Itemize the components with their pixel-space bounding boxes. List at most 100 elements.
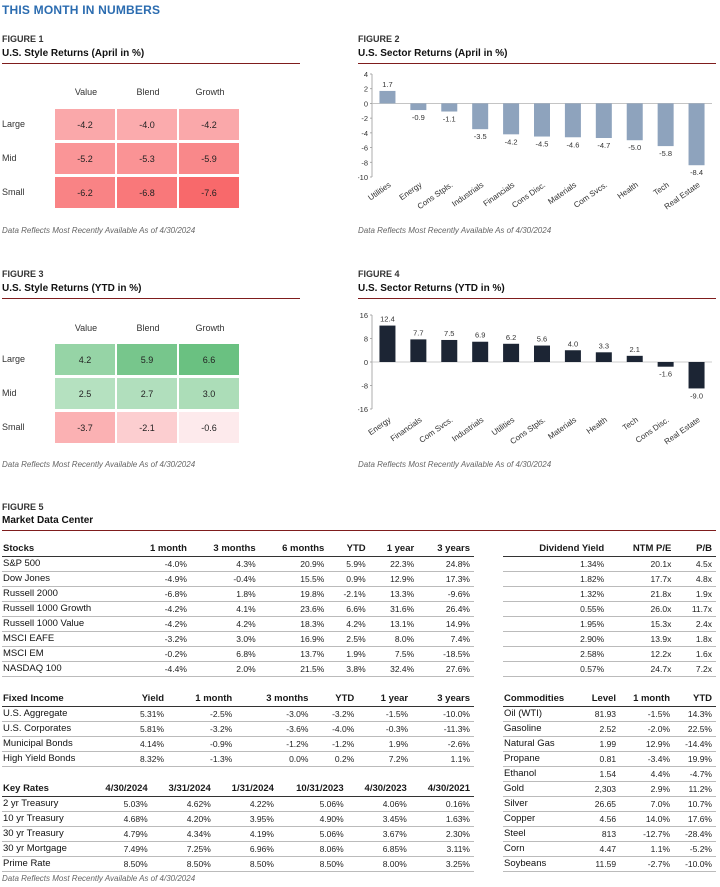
- figure-2-note: Data Reflects Most Recently Available As…: [358, 226, 552, 235]
- table-row: Russell 1000 Growth -4.2% 4.1% 23.6% 6.6% 31.…: [2, 601, 474, 617]
- x-category-label: Health: [616, 180, 640, 201]
- table-cell: 19.9%: [674, 751, 716, 767]
- table-row: 1.32% 21.8x 1.9x: [503, 586, 716, 602]
- bar-value-label: -1.6: [659, 370, 672, 379]
- heatmap-cell: -6.8: [116, 176, 178, 209]
- figure-4-label: FIGURE 4: [358, 269, 400, 279]
- heatmap-cell: -0.6: [178, 411, 240, 444]
- table-cell: 1.9%: [358, 736, 413, 752]
- table-cell: 1.1%: [620, 841, 675, 857]
- table-cell: 1.32%: [503, 586, 609, 602]
- table-cell: 3.95%: [214, 811, 278, 827]
- bar-value-label: 7.5: [444, 329, 454, 338]
- table-cell: 2 yr Treasury: [2, 796, 89, 812]
- bar: [688, 362, 705, 389]
- column-header: 1 year: [369, 542, 419, 557]
- table-cell: 0.0%: [236, 751, 313, 767]
- y-tick-label: -8: [361, 158, 368, 167]
- figure-2-label: FIGURE 2: [358, 34, 400, 44]
- heatmap-row-label: Small: [2, 187, 25, 197]
- table-cell: -4.7%: [674, 766, 716, 782]
- table-row: Copper 4.56 14.0% 17.6%: [503, 811, 716, 827]
- figure-1-note: Data Reflects Most Recently Available As…: [2, 226, 196, 235]
- figure-5-label: FIGURE 5: [2, 502, 44, 512]
- heatmap-row-label: Small: [2, 422, 25, 432]
- table-row: Municipal Bonds 4.14% -0.9% -1.2% -1.2% 1.9% -…: [2, 736, 474, 752]
- figure-3-label: FIGURE 3: [2, 269, 44, 279]
- table-cell: 26.0x: [608, 601, 676, 617]
- table-cell: -3.6%: [236, 721, 313, 737]
- table-cell: 11.7x: [675, 601, 716, 617]
- table-cell: Silver: [503, 796, 582, 812]
- table-cell: 1.8x: [675, 631, 716, 647]
- table-cell: -11.3%: [412, 721, 474, 737]
- table-cell: 12.2x: [608, 646, 676, 662]
- table-cell: Dow Jones: [2, 571, 130, 587]
- table-cell: Russell 1000 Value: [2, 616, 130, 632]
- table-cell: 5.9%: [328, 556, 370, 572]
- bar: [503, 103, 520, 135]
- table-row: Natural Gas 1.99 12.9% -14.4%: [503, 736, 716, 752]
- heatmap-cell: -4.2: [178, 108, 240, 141]
- table-cell: 14.9%: [418, 616, 474, 632]
- heatmap-row-label: Mid: [2, 153, 17, 163]
- table-header-row: Key Rates 4/30/2024 3/31/2024 1/31/2024 10/3…: [2, 782, 474, 797]
- heatmap-cell: -7.6: [178, 176, 240, 209]
- table-cell: -1.2%: [236, 736, 313, 752]
- table-cell: 4.1%: [190, 601, 260, 617]
- table-cell: 0.55%: [503, 601, 609, 617]
- table-cell: 6.96%: [214, 841, 278, 857]
- table-cell: 31.6%: [369, 601, 419, 617]
- x-category-label: Tech: [652, 180, 671, 197]
- table-cell: 2.90%: [503, 631, 609, 647]
- table-cell: U.S. Corporates: [2, 721, 120, 737]
- table-cell: 1.63%: [410, 811, 474, 827]
- column-header: P/B: [675, 542, 716, 557]
- table-cell: -0.9%: [168, 736, 237, 752]
- sector-bar-chart-april: 4 2 0 -2 -4 -6 -8 -10 1.7 Utilities -0.9 Energy -1.1…: [358, 70, 712, 211]
- table-cell: 21.5%: [259, 661, 329, 677]
- table-row: 2.90% 13.9x 1.8x: [503, 631, 716, 647]
- column-header: 4/30/2024: [88, 782, 152, 797]
- column-header: 3 years: [412, 692, 474, 707]
- figure-3-title: U.S. Style Returns (YTD in %): [2, 283, 142, 294]
- column-header: 4/30/2023: [347, 782, 411, 797]
- table-cell: Prime Rate: [2, 856, 89, 872]
- table-row: Russell 2000 -6.8% 1.8% 19.8% -2.1% 13.3% -9.6…: [2, 586, 474, 602]
- table-cell: 8.50%: [214, 856, 278, 872]
- table-cell: 15.3x: [608, 616, 676, 632]
- y-tick-label: -4: [361, 129, 368, 138]
- table-cell: 7.5%: [369, 646, 419, 662]
- table-cell: 12.9%: [369, 571, 419, 587]
- bar-value-label: -0.9: [412, 113, 425, 122]
- column-header: 10/31/2023: [277, 782, 348, 797]
- table-cell: 4.47: [581, 841, 621, 857]
- figure-5-note: Data Reflects Most Recently Available As…: [2, 874, 196, 883]
- table-cell: 13.1%: [369, 616, 419, 632]
- bar-value-label: -8.4: [690, 168, 703, 177]
- table-cell: -2.1%: [328, 586, 370, 602]
- y-tick-label: 4: [364, 70, 368, 79]
- table-row: 1.34% 20.1x 4.5x: [503, 556, 716, 572]
- table-cell: Ethanol: [503, 766, 582, 782]
- table-cell: -3.2%: [168, 721, 237, 737]
- table-cell: 13.9x: [608, 631, 676, 647]
- table-cell: 1.82%: [503, 571, 609, 587]
- y-tick-label: 16: [360, 311, 368, 320]
- table-cell: Russell 1000 Growth: [2, 601, 130, 617]
- table-cell: -3.4%: [620, 751, 675, 767]
- heatmap-cell: 5.9: [116, 343, 178, 376]
- table-cell: -4.9%: [129, 571, 191, 587]
- table-cell: -10.0%: [674, 856, 716, 872]
- table-cell: 1.6x: [675, 646, 716, 662]
- heatmap-cell: 2.5: [54, 377, 116, 410]
- column-header: 1 month: [129, 542, 191, 557]
- table-cell: 19.8%: [259, 586, 329, 602]
- table-cell: 23.6%: [259, 601, 329, 617]
- x-category-label: Health: [585, 415, 609, 436]
- table-cell: Russell 2000: [2, 586, 130, 602]
- table-cell: 2.9%: [620, 781, 675, 797]
- table-cell: -3.0%: [236, 706, 313, 722]
- x-category-label: Com Svcs.: [572, 180, 609, 210]
- heatmap-cell: 2.7: [116, 377, 178, 410]
